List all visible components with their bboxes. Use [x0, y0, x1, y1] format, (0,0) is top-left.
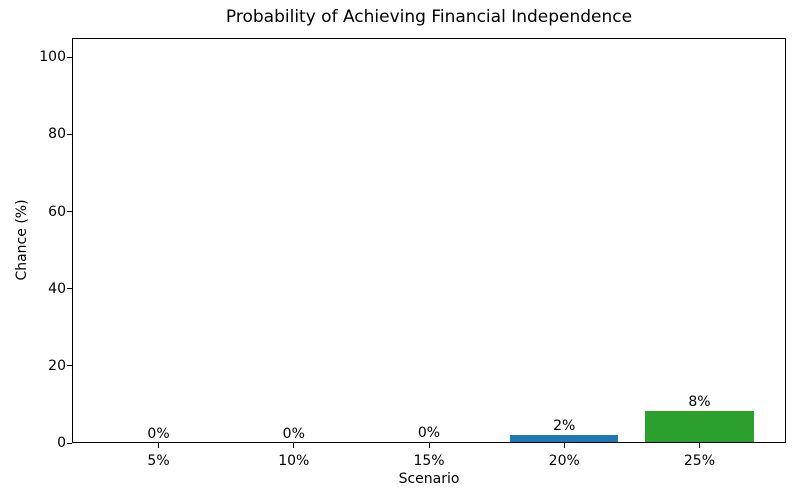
- x-tick: [158, 443, 160, 448]
- y-tick: [67, 288, 72, 290]
- y-tick: [67, 442, 72, 444]
- bar: [510, 434, 619, 443]
- bar-value-label: 2%: [553, 417, 576, 434]
- bar: [645, 411, 754, 443]
- x-tick: [563, 443, 565, 448]
- plot-area: [72, 38, 786, 443]
- bar-value-label: 0%: [147, 426, 170, 442]
- chart-title: Probability of Achieving Financial Indep…: [225, 7, 633, 27]
- x-tick-label: 10%: [278, 453, 310, 469]
- y-tick-label: 100: [39, 49, 66, 66]
- y-axis-label: Chance (%): [14, 199, 30, 281]
- y-tick-label: 80: [48, 126, 66, 143]
- y-tick-label: 20: [48, 357, 66, 374]
- x-tick: [698, 443, 700, 448]
- y-tick: [67, 133, 72, 135]
- x-tick-label: 20%: [548, 453, 580, 469]
- bar-value-label: 8%: [688, 394, 711, 411]
- y-tick: [67, 211, 72, 213]
- x-tick-label: 25%: [683, 453, 716, 469]
- x-tick-label: 5%: [147, 453, 170, 469]
- x-axis-label: Scenario: [398, 471, 460, 487]
- bar-value-label: 0%: [282, 426, 305, 442]
- y-tick-label: 40: [48, 280, 66, 297]
- y-tick: [67, 56, 72, 58]
- bar-value-label: 0%: [417, 424, 441, 441]
- x-tick-label: 15%: [413, 453, 445, 469]
- y-tick-label: 60: [48, 203, 66, 220]
- y-tick: [67, 365, 72, 367]
- x-tick: [428, 443, 430, 448]
- x-tick: [293, 443, 295, 448]
- y-tick-label: 0: [57, 435, 66, 451]
